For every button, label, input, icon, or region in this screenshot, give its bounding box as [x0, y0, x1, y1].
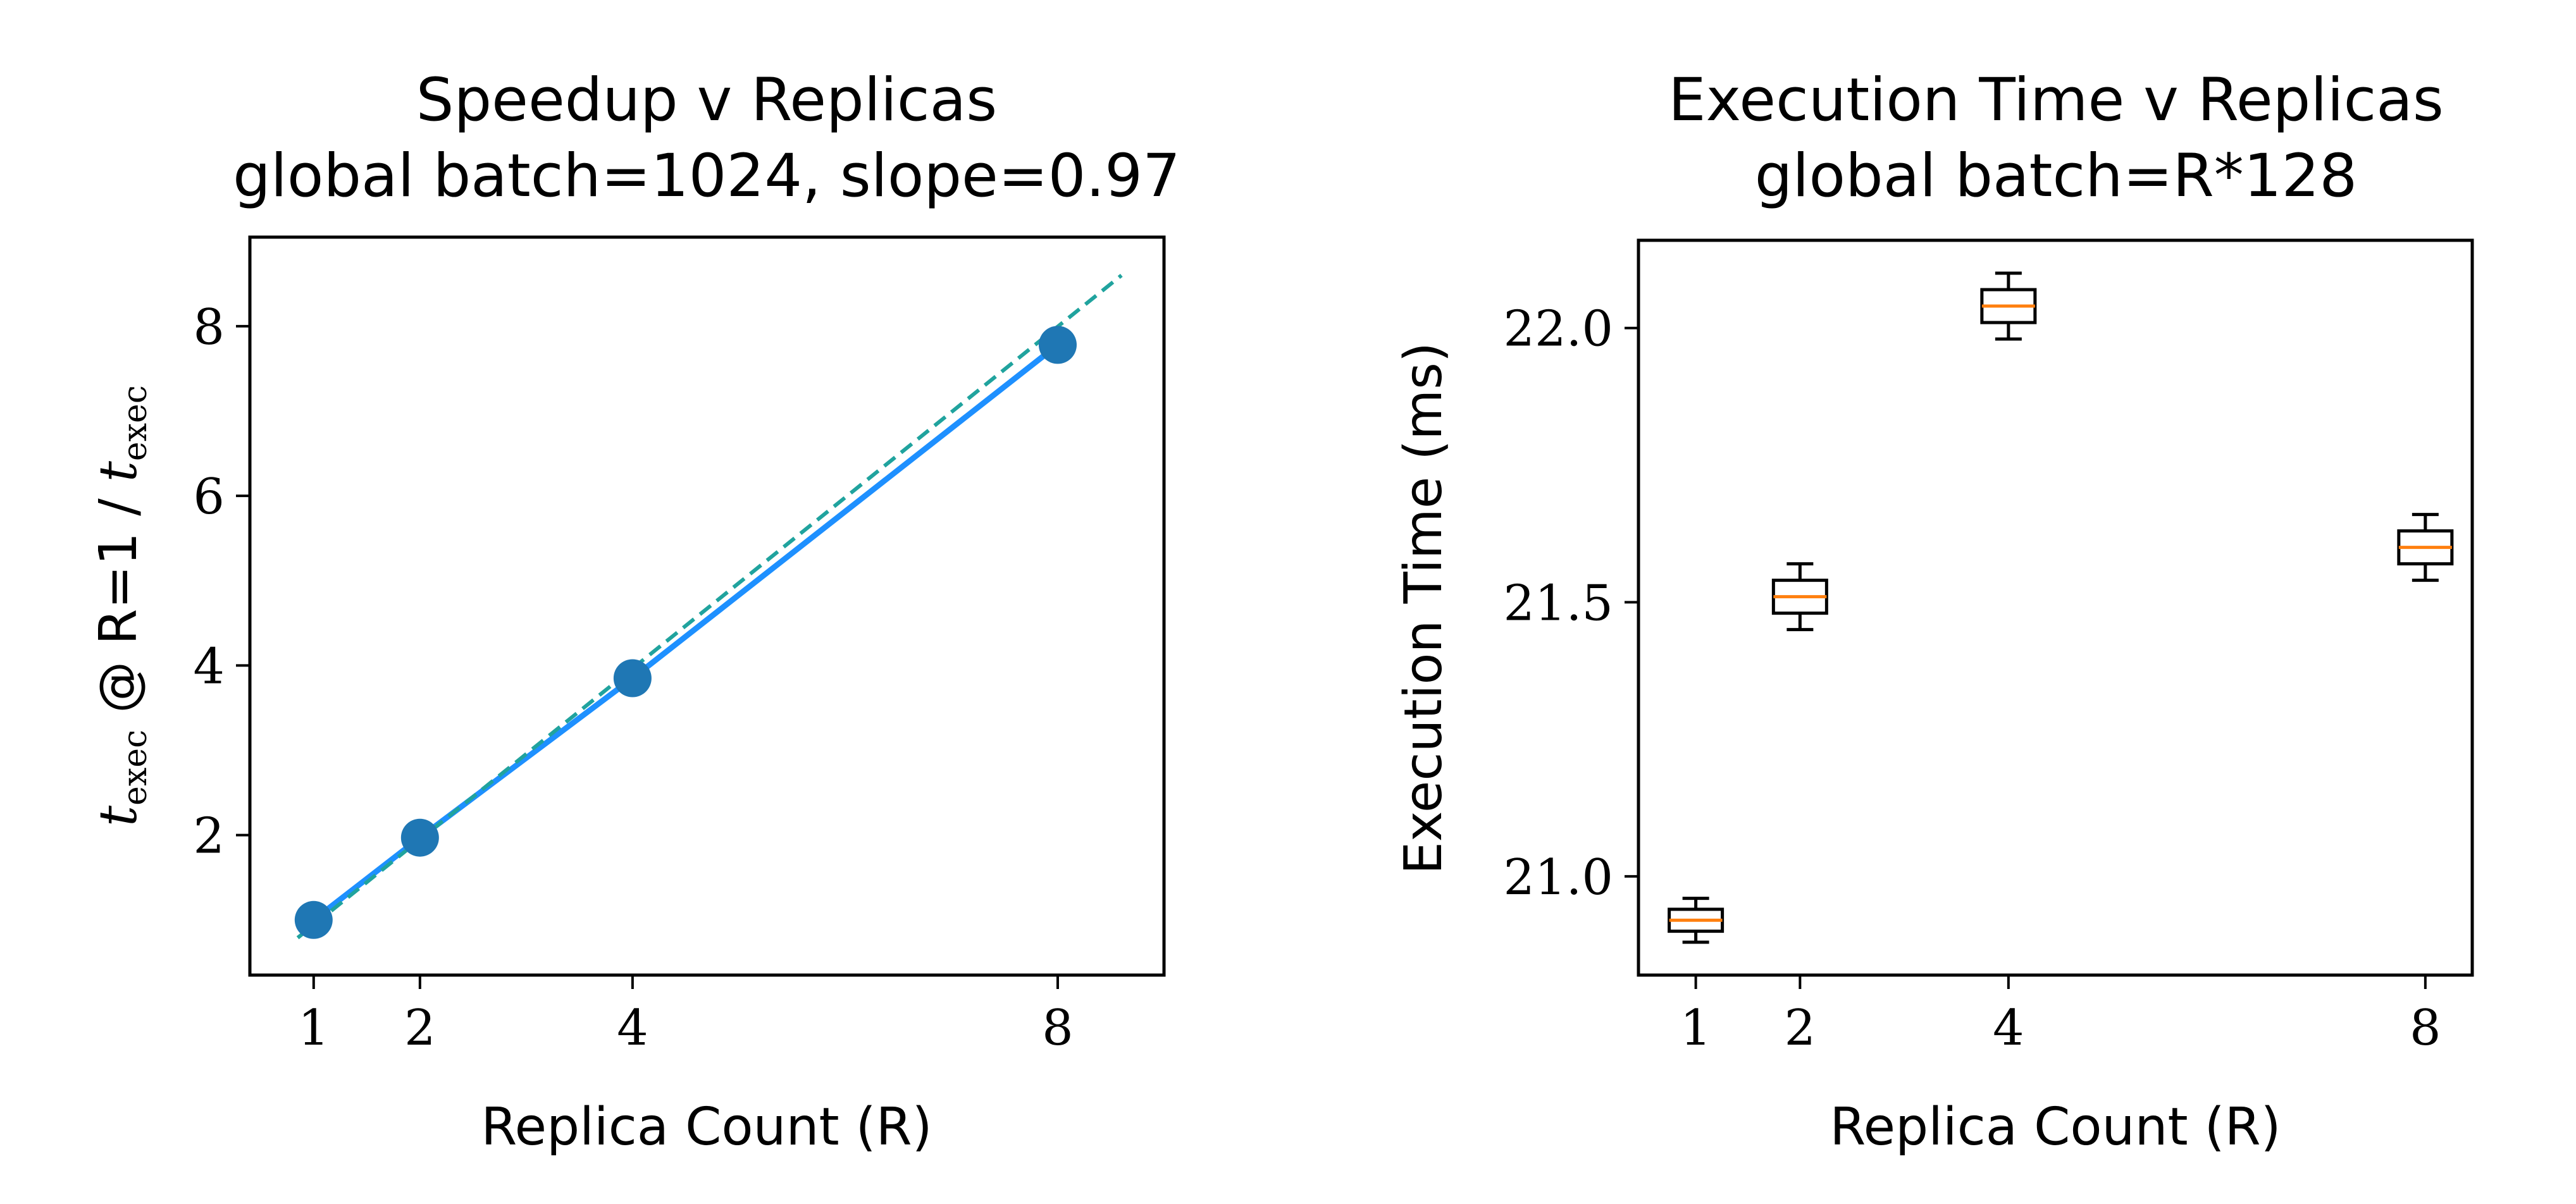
speedup-chart-subtitle: global batch=1024, slope=0.97: [233, 142, 1180, 211]
x-tick-label: 8: [1042, 1000, 1074, 1057]
speedup-y-axis: 2 4 6 8: [193, 299, 250, 865]
speedup-y-label-sub2: exec: [116, 385, 154, 461]
speedup-chart-title: Speedup v Replicas: [416, 66, 997, 135]
execution-x-axis: 1 2 4 8: [1680, 975, 2441, 1057]
data-point: [1038, 326, 1077, 364]
execution-y-axis-label: Execution Time (ms): [1394, 342, 1454, 875]
y-tick-label: 22.0: [1503, 301, 1613, 358]
box-plot: [1668, 897, 1725, 944]
x-tick-label: 1: [1680, 1000, 1712, 1057]
box-plot: [1771, 562, 1828, 632]
y-tick-label: 21.5: [1503, 575, 1613, 632]
execution-chart-subtitle: global batch=R*128: [1755, 142, 2357, 211]
x-tick-label: 8: [2410, 1000, 2441, 1057]
y-tick-label: 4: [193, 638, 225, 695]
execution-x-axis-label: Replica Count (R): [1830, 1097, 2281, 1157]
x-tick-label: 2: [1785, 1000, 1816, 1057]
speedup-line: [312, 342, 1060, 923]
y-tick-label: 21.0: [1503, 849, 1613, 906]
execution-time-chart: Execution Time v Replicas global batch=R…: [1394, 66, 2474, 1157]
data-point: [400, 818, 439, 857]
speedup-x-axis: 1 2 4 8: [298, 975, 1074, 1057]
execution-plot-frame: [1637, 238, 2474, 977]
x-tick-label: 4: [617, 1000, 648, 1057]
speedup-x-axis-label: Replica Count (R): [481, 1097, 932, 1157]
y-tick-label: 8: [193, 299, 225, 356]
speedup-chart: Speedup v Replicas global batch=1024, sl…: [89, 66, 1180, 1157]
data-point: [613, 659, 652, 697]
box-plot: [1980, 271, 2037, 341]
y-tick-label: 6: [193, 469, 225, 525]
data-point: [294, 900, 333, 939]
x-tick-label: 2: [404, 1000, 436, 1057]
execution-y-axis: 21.0 21.5 22.0: [1503, 301, 1638, 906]
x-tick-label: 1: [298, 1000, 330, 1057]
speedup-y-axis-label: texec @ R=1 / texec: [89, 385, 154, 826]
execution-plot-area: [1668, 271, 2454, 944]
speedup-y-label-mid: @ R=1 /: [89, 482, 149, 730]
speedup-y-label-sub1: exec: [116, 730, 154, 806]
speedup-plot-area: [294, 274, 1123, 940]
box-plot: [2397, 513, 2454, 582]
y-tick-label: 2: [193, 808, 225, 865]
speedup-y-label-t1: t: [89, 805, 149, 826]
speedup-plot-frame: [248, 235, 1166, 977]
speedup-y-label-t2: t: [89, 460, 149, 482]
x-tick-label: 4: [1993, 1000, 2024, 1057]
execution-chart-title: Execution Time v Replicas: [1668, 66, 2444, 135]
